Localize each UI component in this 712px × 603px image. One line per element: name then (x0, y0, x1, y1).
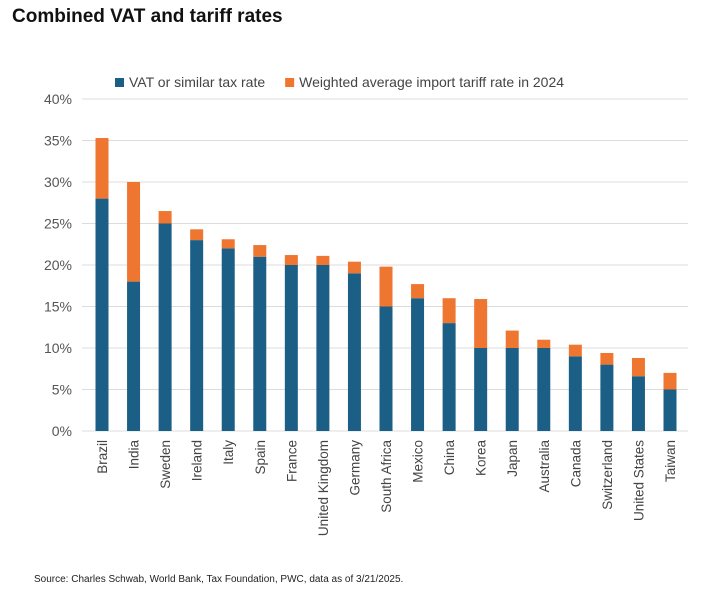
bar-tariff (347, 261, 361, 274)
x-tick-label: Germany (347, 440, 362, 496)
bar-vat (347, 273, 361, 431)
y-tick-label: 25% (44, 216, 72, 232)
y-tick-label: 0% (52, 423, 72, 439)
legend-label: Weighted average import tariff rate in 2… (299, 74, 564, 90)
y-tick-label: 40% (44, 91, 72, 107)
x-tick-label: South Africa (379, 440, 394, 513)
bar-vat (253, 256, 267, 431)
bar-vat (221, 248, 235, 431)
x-tick-label: Brazil (95, 440, 110, 474)
bar-vat (631, 376, 645, 431)
source-note: Source: Charles Schwab, World Bank, Tax … (34, 574, 404, 585)
bar-vat (158, 223, 172, 431)
bar-vat (568, 356, 582, 431)
x-tick-label: Ireland (190, 440, 205, 481)
y-tick-label: 20% (44, 257, 72, 273)
x-tick-label: Italy (221, 440, 236, 465)
chart-title: Combined VAT and tariff rates (12, 6, 283, 27)
bar-vat (600, 364, 614, 431)
bar-tariff (95, 138, 109, 199)
x-tick-label: Canada (568, 440, 583, 488)
bar-tariff (663, 372, 677, 390)
bar-tariff (568, 344, 582, 357)
x-tick-label: China (442, 440, 457, 476)
bar-tariff (190, 229, 204, 241)
x-tick-label: United Kingdom (316, 440, 331, 536)
bar-tariff (474, 299, 488, 348)
y-tick-label: 5% (52, 382, 72, 398)
x-tick-label: France (284, 440, 299, 482)
bar-vat (379, 306, 393, 431)
bar-vat (284, 265, 298, 431)
y-tick-label: 15% (44, 299, 72, 315)
bar-tariff (505, 330, 519, 348)
x-tick-label: Sweden (158, 440, 173, 489)
bar-vat (316, 265, 330, 431)
bar-tariff (442, 298, 456, 324)
bar-vat (442, 323, 456, 431)
bar-vat (505, 348, 519, 431)
bar-vat (663, 389, 677, 431)
legend-swatch (285, 78, 295, 87)
bar-vat (411, 298, 425, 431)
legend-swatch (115, 78, 124, 87)
x-tick-label: Switzerland (600, 440, 615, 510)
bar-vat (190, 240, 204, 431)
bar-tariff (537, 339, 551, 348)
bar-tariff (600, 352, 614, 365)
x-tick-label: Taiwan (663, 440, 678, 482)
x-tick-label: Australia (537, 440, 552, 493)
legend-label: VAT or similar tax rate (129, 74, 265, 90)
x-tick-label: Spain (253, 440, 268, 475)
y-tick-label: 30% (44, 174, 72, 190)
bar-tariff (284, 255, 298, 265)
y-tick-label: 35% (44, 133, 72, 149)
bar-tariff (253, 245, 267, 257)
bar-tariff (158, 211, 172, 224)
bar-vat (95, 198, 109, 431)
bar-vat (474, 348, 488, 431)
bar-vat (537, 348, 551, 431)
y-tick-label: 10% (44, 340, 72, 356)
x-tick-label: United States (631, 440, 646, 521)
bar-tariff (127, 182, 141, 282)
bar-tariff (379, 266, 393, 307)
x-tick-label: Mexico (411, 440, 426, 483)
bar-tariff (631, 357, 645, 377)
x-tick-label: India (127, 440, 142, 470)
bar-tariff (221, 239, 235, 249)
x-tick-label: Korea (474, 440, 489, 477)
bar-tariff (411, 284, 425, 299)
x-tick-label: Japan (505, 440, 520, 477)
bar-vat (127, 281, 141, 431)
bar-tariff (316, 255, 330, 265)
